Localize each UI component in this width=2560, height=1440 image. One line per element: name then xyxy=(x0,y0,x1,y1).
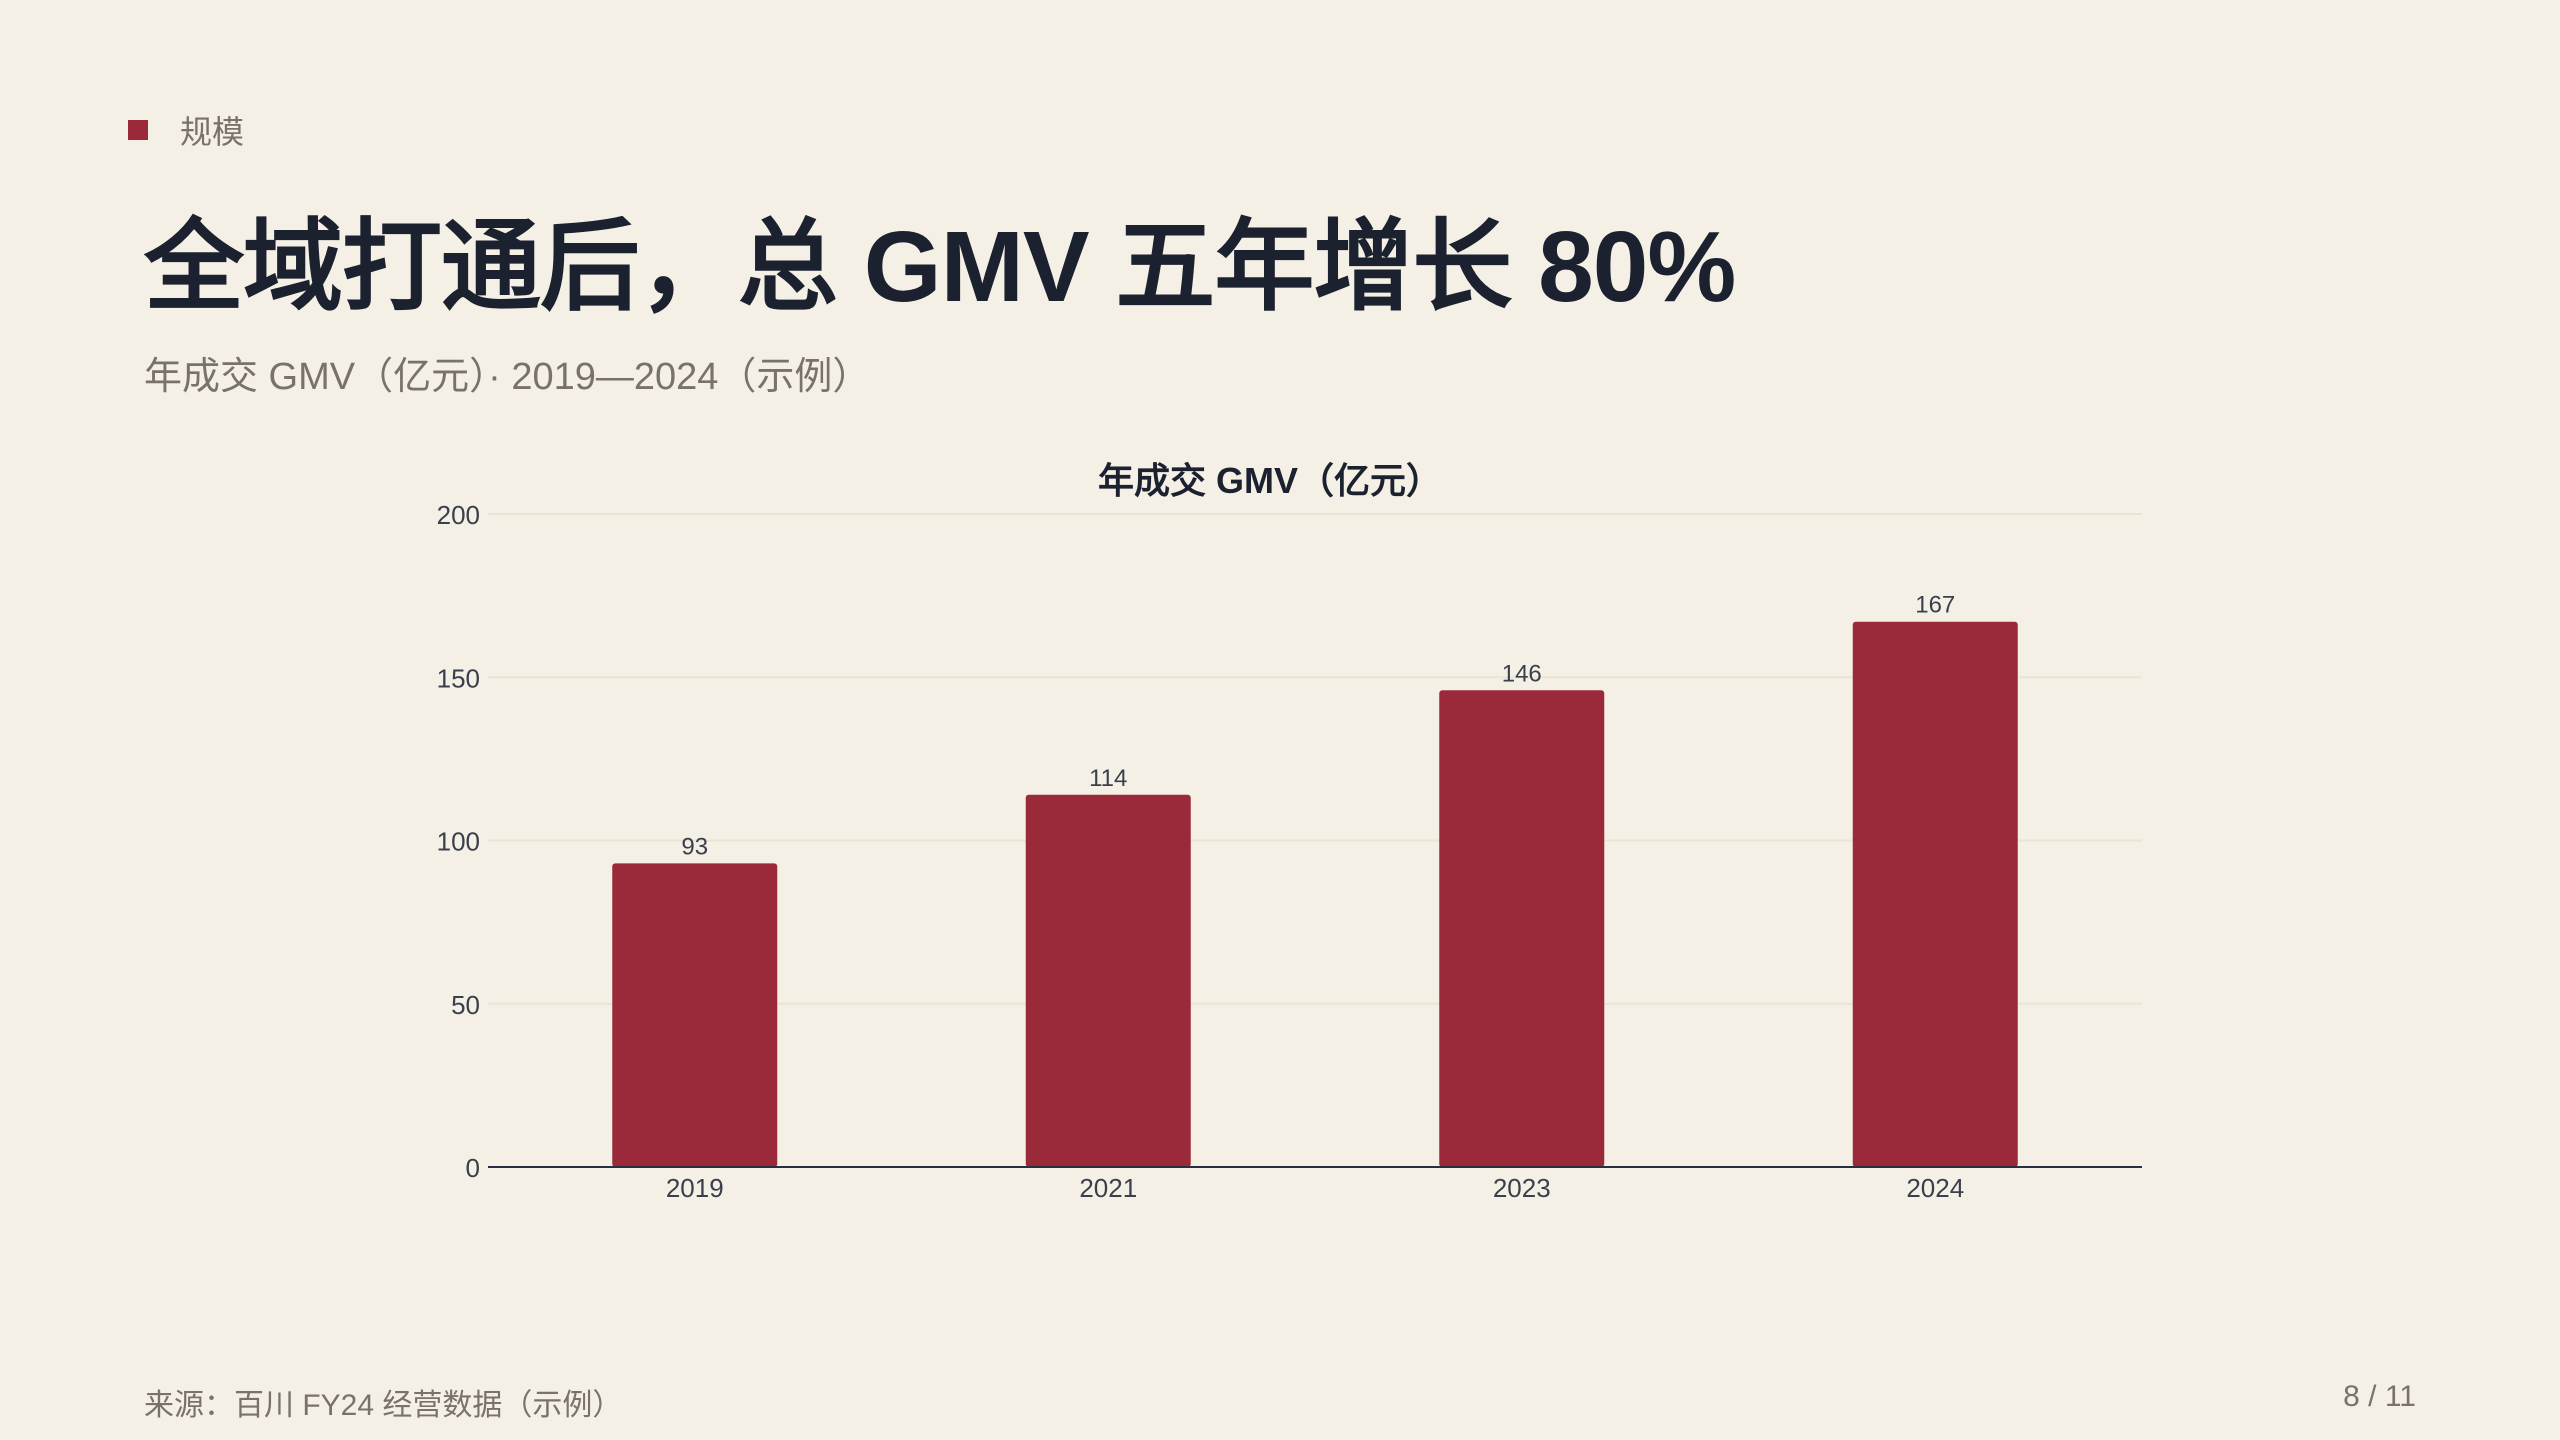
x-tick-label: 2019 xyxy=(666,1173,724,1203)
section-eyebrow: 规模 xyxy=(128,108,244,152)
x-axis-ticks: 2019 2021 2023 2024 xyxy=(666,1173,1964,1203)
page-subtitle: 年成交 GMV（亿元）· 2019—2024（示例） xyxy=(144,356,871,398)
bar-2021 xyxy=(1025,794,1191,1167)
y-tick-label: 200 xyxy=(437,500,480,530)
bar-2024 xyxy=(1852,621,2018,1167)
bar-2019 xyxy=(612,863,778,1167)
y-tick-label: 100 xyxy=(437,827,480,857)
y-tick-label: 0 xyxy=(466,1153,480,1183)
bar-value-label: 167 xyxy=(1915,592,1955,619)
bars xyxy=(612,621,2018,1167)
bar-value-label: 146 xyxy=(1502,660,1542,687)
chart-title: 年成交 GMV（亿元） xyxy=(1098,460,1442,501)
y-tick-label: 150 xyxy=(437,663,480,693)
page-title: 全域打通后，总 GMV 五年增长 80% xyxy=(144,211,1736,323)
bar-value-label: 93 xyxy=(681,833,708,860)
bar-2023 xyxy=(1439,690,1605,1167)
y-tick-label: 50 xyxy=(451,990,480,1020)
x-tick-label: 2024 xyxy=(1906,1173,1964,1203)
y-axis-ticks: 0 50 100 150 200 xyxy=(437,500,480,1183)
gmv-bar-chart: 年成交 GMV（亿元） 0 50 100 150 200 93 114 146 167 201… xyxy=(437,460,2142,1203)
eyebrow-label: 规模 xyxy=(180,114,245,150)
eyebrow-square-icon xyxy=(128,120,148,140)
x-tick-label: 2023 xyxy=(1493,1173,1551,1203)
footer-source: 来源：百川 FY24 经营数据（示例） xyxy=(144,1389,623,1422)
x-tick-label: 2021 xyxy=(1079,1173,1137,1203)
bar-value-label: 114 xyxy=(1089,765,1127,792)
bar-value-labels: 93 114 146 167 xyxy=(681,592,1955,861)
page-number: 8 / 11 xyxy=(2343,1380,2416,1413)
